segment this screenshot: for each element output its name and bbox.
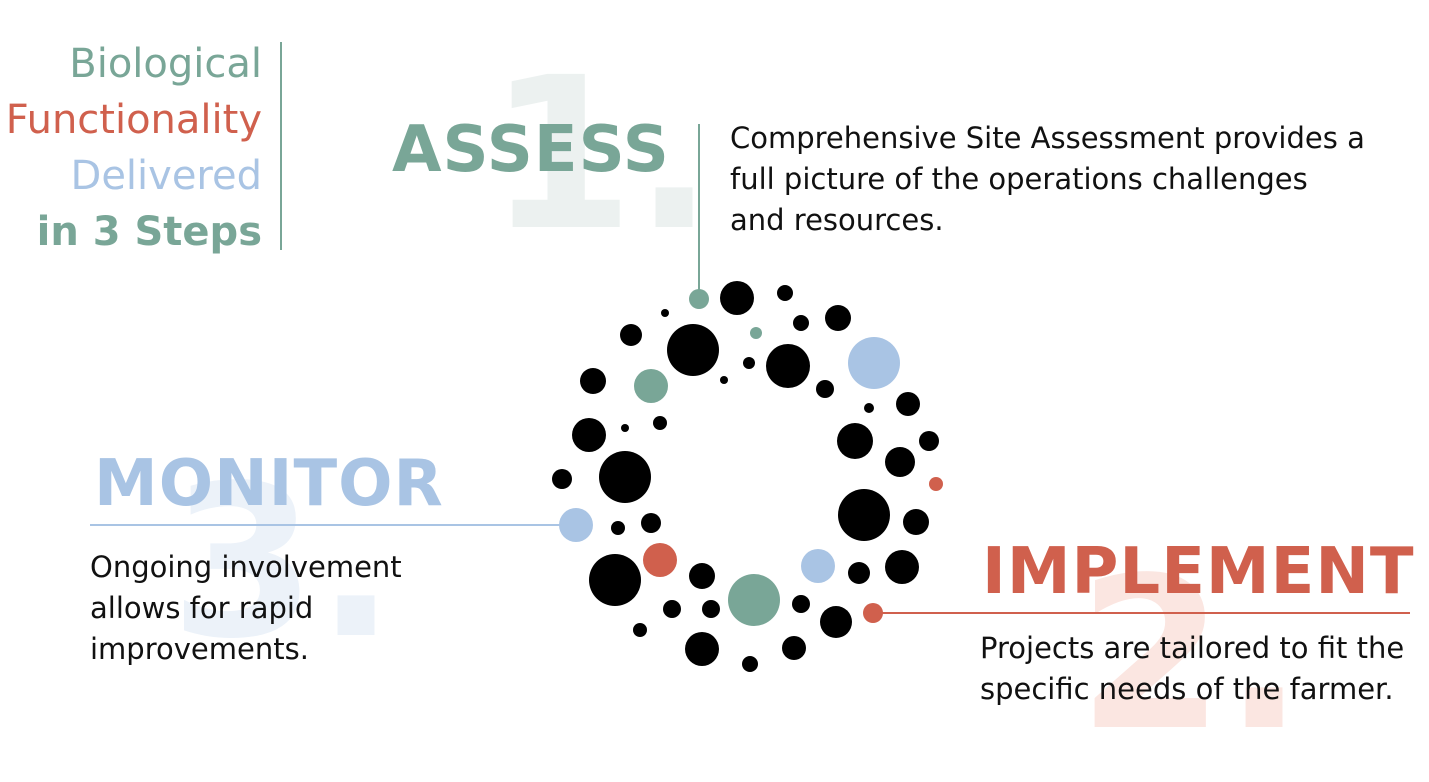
implement-connector bbox=[873, 612, 1410, 614]
dot bbox=[766, 344, 810, 388]
dot bbox=[816, 380, 834, 398]
dot bbox=[903, 509, 929, 535]
dot bbox=[599, 451, 651, 503]
dot bbox=[663, 600, 681, 618]
dot bbox=[864, 403, 874, 413]
dot bbox=[552, 469, 572, 489]
monitor-node-dot bbox=[559, 508, 593, 542]
dot bbox=[689, 563, 715, 589]
dot bbox=[720, 376, 728, 384]
green-dots bbox=[634, 289, 780, 626]
monitor-description: Ongoing involvement allows for rapid imp… bbox=[90, 550, 402, 666]
dot bbox=[661, 309, 669, 317]
title-line-delivered: Delivered bbox=[70, 153, 262, 199]
dot bbox=[793, 315, 809, 331]
dot bbox=[572, 418, 606, 452]
assess-connector bbox=[698, 124, 700, 299]
dot bbox=[929, 477, 943, 491]
dot bbox=[782, 636, 806, 660]
dot bbox=[621, 424, 629, 432]
monitor-heading: MONITOR bbox=[94, 447, 444, 521]
dot bbox=[820, 606, 852, 638]
dot bbox=[838, 489, 890, 541]
step-1-numeral: 1. bbox=[488, 32, 714, 277]
dot bbox=[702, 600, 720, 618]
assess-heading: ASSESS bbox=[392, 113, 670, 187]
dot bbox=[653, 416, 667, 430]
dot bbox=[580, 368, 606, 394]
black-dots bbox=[552, 281, 939, 672]
dot bbox=[728, 574, 780, 626]
step-2-numeral: 2. bbox=[1078, 532, 1304, 777]
implement-node-dot bbox=[863, 603, 883, 623]
dot bbox=[611, 521, 625, 535]
dot bbox=[801, 549, 835, 583]
title-line-biological: Biological bbox=[69, 41, 262, 87]
dot bbox=[742, 656, 758, 672]
dot bbox=[685, 632, 719, 666]
dot bbox=[848, 562, 870, 584]
dot bbox=[919, 431, 939, 451]
dot bbox=[643, 543, 677, 577]
dot bbox=[750, 327, 762, 339]
dot bbox=[837, 423, 873, 459]
assess-node-dot bbox=[689, 289, 709, 309]
dot bbox=[634, 369, 668, 403]
red-dots bbox=[643, 477, 943, 623]
title-line-steps: in 3 Steps bbox=[36, 209, 262, 255]
dot bbox=[792, 595, 810, 613]
dot bbox=[743, 357, 755, 369]
title-line-functionality: Functionality bbox=[5, 97, 262, 143]
monitor-connector bbox=[90, 524, 577, 526]
dot bbox=[620, 324, 642, 346]
implement-description: Projects are tailored to fit the specifi… bbox=[980, 631, 1405, 706]
assess-description: Comprehensive Site Assessment provides a… bbox=[730, 121, 1365, 237]
blue-dots bbox=[559, 337, 900, 583]
dot bbox=[777, 285, 793, 301]
dot bbox=[589, 554, 641, 606]
dot bbox=[896, 392, 920, 416]
step-3-numeral: 3. bbox=[170, 440, 396, 685]
dot bbox=[720, 281, 754, 315]
implement-heading: IMPLEMENT bbox=[982, 535, 1415, 609]
dot bbox=[885, 447, 915, 477]
dot bbox=[667, 324, 719, 376]
dot bbox=[848, 337, 900, 389]
dot bbox=[641, 513, 661, 533]
dot bbox=[825, 305, 851, 331]
dot bbox=[885, 550, 919, 584]
page-title: Biological Functionality Delivered in 3 … bbox=[6, 36, 262, 260]
dot bbox=[633, 623, 647, 637]
title-divider bbox=[280, 42, 282, 250]
